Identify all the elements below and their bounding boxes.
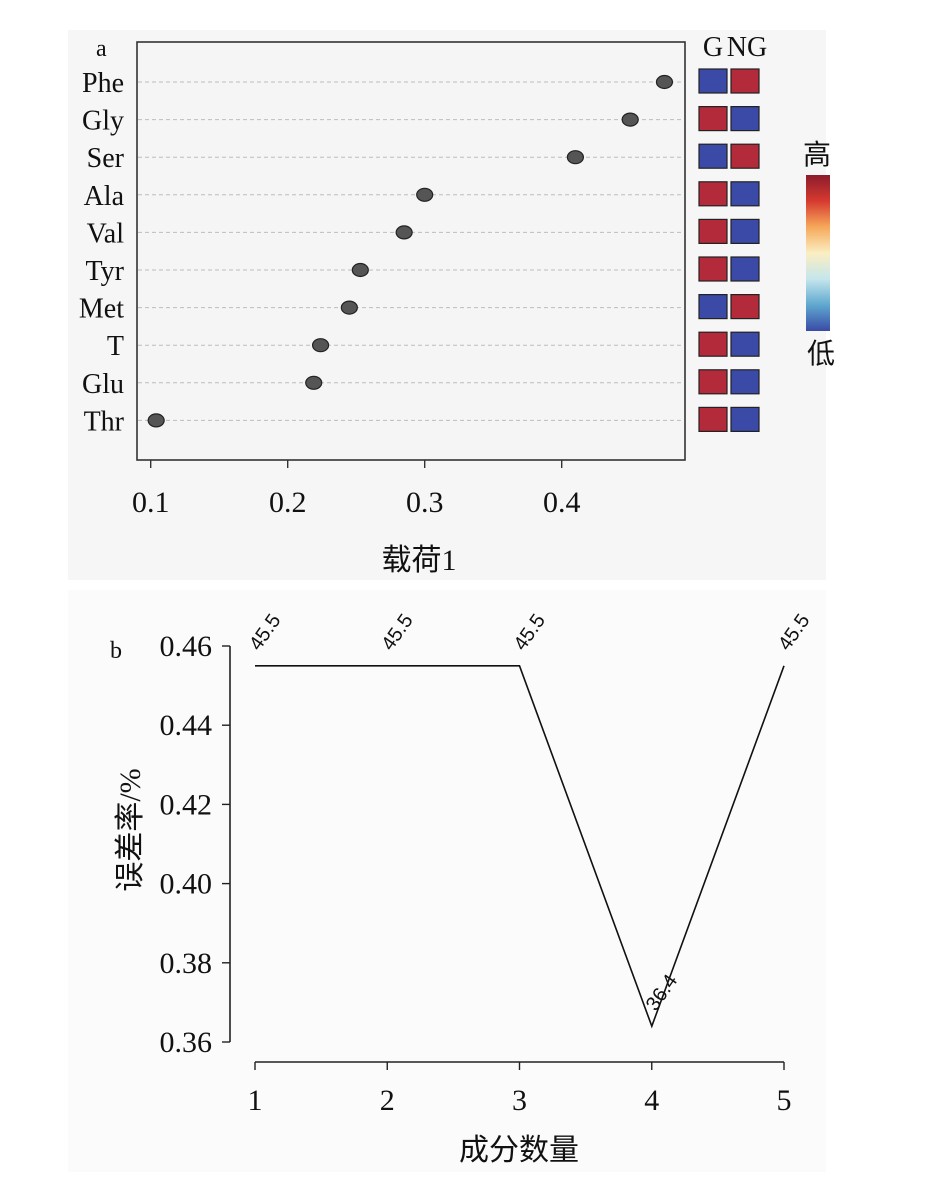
panel-b-x-axis-title: 成分数量 — [459, 1134, 579, 1167]
category-label: Met — [79, 294, 124, 325]
heatmap-cell — [730, 331, 760, 357]
category-label: T — [107, 331, 124, 362]
heatmap-cell — [698, 331, 728, 357]
color-scale-high-label: 高 — [803, 139, 831, 171]
loading-point — [655, 74, 674, 90]
loading-point — [416, 187, 434, 202]
category-label: Val — [87, 218, 125, 249]
panel-a-plot-frame — [136, 41, 686, 461]
color-scale-low-label: 低 — [807, 338, 835, 370]
category-label: Phe — [82, 68, 124, 99]
category-label: Thr — [84, 406, 125, 437]
x-tick-label: 0.3 — [406, 486, 444, 519]
x-tick-label: 5 — [777, 1084, 792, 1117]
y-tick-label: 0.40 — [160, 868, 213, 901]
heatmap-cell — [730, 369, 760, 395]
heatmap-cell — [730, 68, 760, 94]
heatmap-cell — [698, 369, 728, 395]
loading-point — [395, 225, 413, 240]
panel-b-y-axis-title: 误差率/% — [114, 768, 147, 891]
y-tick-label: 0.42 — [160, 788, 213, 821]
panel-a: a Phe Gly Ser Ala Val Tyr Met T Glu Thr 0.1 0.2 0.3… — [79, 32, 835, 577]
heatmap-cell — [730, 105, 760, 132]
x-tick-label: 1 — [248, 1084, 263, 1117]
category-label: Ser — [87, 143, 125, 174]
heatmap-cell — [698, 218, 728, 244]
heatmap-cell — [698, 105, 728, 132]
error-rate-line — [255, 664, 785, 1029]
x-tick-label: 0.4 — [543, 486, 581, 519]
panel-b-background — [68, 590, 826, 1172]
x-tick-label: 3 — [512, 1084, 527, 1117]
x-tick-label: 0.1 — [132, 486, 170, 519]
category-label: Gly — [82, 106, 124, 137]
y-tick-label: 0.38 — [160, 947, 213, 980]
y-tick-label: 0.36 — [160, 1026, 213, 1059]
x-tick-label: 2 — [380, 1084, 395, 1117]
heatmap-cell — [698, 256, 728, 282]
panel-a-x-axis-title: 载荷1 — [382, 544, 457, 577]
heatmap-cell — [730, 294, 760, 320]
heatmap-cell — [730, 218, 760, 244]
loading-point — [621, 112, 639, 127]
loading-point — [566, 150, 585, 165]
loading-point — [147, 413, 165, 428]
heatmap-cell — [730, 143, 760, 169]
heatmap-column-header: NG — [727, 32, 767, 63]
category-label: Ala — [84, 181, 125, 212]
heatmap-column-header: G — [703, 32, 723, 63]
loading-point — [351, 262, 369, 278]
heatmap-cell — [730, 406, 760, 432]
heatmap-cell — [698, 68, 728, 94]
loading-point — [311, 338, 330, 353]
heatmap-cell — [698, 294, 728, 320]
y-tick-label: 0.46 — [160, 630, 213, 663]
heatmap-cell — [730, 256, 760, 282]
heatmap-cell — [698, 406, 728, 432]
category-label: Tyr — [86, 256, 125, 287]
category-label: Glu — [82, 369, 124, 400]
loading-point — [340, 300, 358, 315]
panel-a-letter: a — [96, 36, 107, 62]
y-tick-label: 0.44 — [160, 709, 213, 742]
heatmap-cell — [730, 181, 760, 207]
loading-point — [305, 375, 323, 390]
x-tick-label: 0.2 — [269, 486, 307, 519]
heatmap-cell — [698, 143, 728, 169]
heatmap-cell — [698, 181, 728, 207]
x-tick-label: 4 — [644, 1084, 659, 1117]
color-scale-bar — [806, 175, 830, 331]
panel-b-letter: b — [110, 638, 122, 664]
